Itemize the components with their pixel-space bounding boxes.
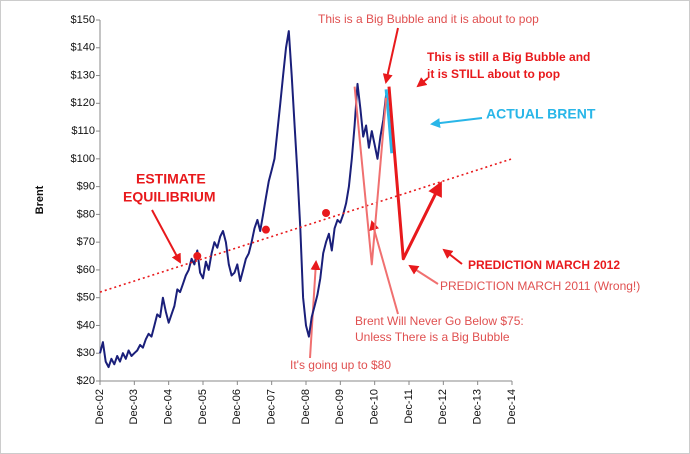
marker bbox=[322, 208, 331, 217]
x-tick-label: Dec-09 bbox=[334, 389, 346, 424]
annotation: PREDICTION MARCH 2011 (Wrong!) bbox=[440, 279, 640, 293]
annotation: Unless There is a Big Bubble bbox=[355, 330, 510, 344]
annotation: ESTIMATE bbox=[136, 171, 206, 187]
y-tick-label: $40 bbox=[77, 319, 95, 331]
annotation: This is a Big Bubble and it is about to … bbox=[318, 12, 539, 26]
x-tick-label: Dec-07 bbox=[266, 389, 278, 424]
y-axis-label: Brent bbox=[34, 185, 46, 214]
y-tick-label: $70 bbox=[77, 236, 95, 248]
y-tick-label: $80 bbox=[77, 208, 95, 220]
annotation: PREDICTION MARCH 2012 bbox=[468, 258, 620, 272]
arrow bbox=[430, 117, 483, 129]
annotation: ACTUAL BRENT bbox=[486, 106, 596, 122]
x-tick-label: Dec-08 bbox=[300, 389, 312, 424]
arrow bbox=[151, 209, 181, 264]
y-tick-label: $30 bbox=[77, 347, 95, 359]
y-tick-label: $50 bbox=[77, 292, 95, 304]
x-tick-label: Dec-13 bbox=[472, 389, 484, 424]
annotation: This is still a Big Bubble and bbox=[427, 50, 590, 64]
x-tick-label: Dec-02 bbox=[94, 389, 106, 424]
y-tick-label: $140 bbox=[71, 42, 95, 54]
arrow bbox=[408, 264, 439, 285]
x-tick-label: Dec-14 bbox=[506, 389, 518, 424]
arrow bbox=[382, 27, 399, 84]
x-tick-label: Dec-10 bbox=[369, 389, 381, 424]
arrow bbox=[442, 248, 463, 265]
y-tick-label: $60 bbox=[77, 264, 95, 276]
x-tick-label: Dec-06 bbox=[231, 389, 243, 424]
series-line bbox=[99, 30, 388, 369]
series-line bbox=[99, 158, 513, 293]
marker bbox=[193, 252, 202, 261]
series-line bbox=[353, 86, 388, 266]
annotation: Brent Will Never Go Below $75: bbox=[355, 314, 524, 328]
arrow bbox=[369, 220, 399, 315]
y-tick-label: $20 bbox=[77, 375, 95, 387]
marker bbox=[261, 225, 270, 234]
y-tick-label: $90 bbox=[77, 181, 95, 193]
annotation: EQUILIBRIUM bbox=[123, 189, 216, 205]
x-tick-label: Dec-12 bbox=[437, 389, 449, 424]
x-tick-label: Dec-05 bbox=[197, 389, 209, 424]
x-tick-label: Dec-03 bbox=[128, 389, 140, 424]
x-tick-label: Dec-04 bbox=[163, 389, 175, 424]
y-tick-label: $150 bbox=[71, 14, 95, 26]
arrow bbox=[416, 77, 429, 88]
y-tick-label: $120 bbox=[71, 97, 95, 109]
annotation: It's going up to $80 bbox=[290, 358, 391, 372]
series-line bbox=[387, 86, 442, 261]
series-line bbox=[384, 89, 394, 154]
x-tick-label: Dec-11 bbox=[403, 389, 415, 424]
annotation: it is STILL about to pop bbox=[427, 67, 560, 81]
y-tick-label: $100 bbox=[71, 153, 95, 165]
y-tick-label: $130 bbox=[71, 69, 95, 81]
y-tick-label: $110 bbox=[71, 125, 95, 137]
